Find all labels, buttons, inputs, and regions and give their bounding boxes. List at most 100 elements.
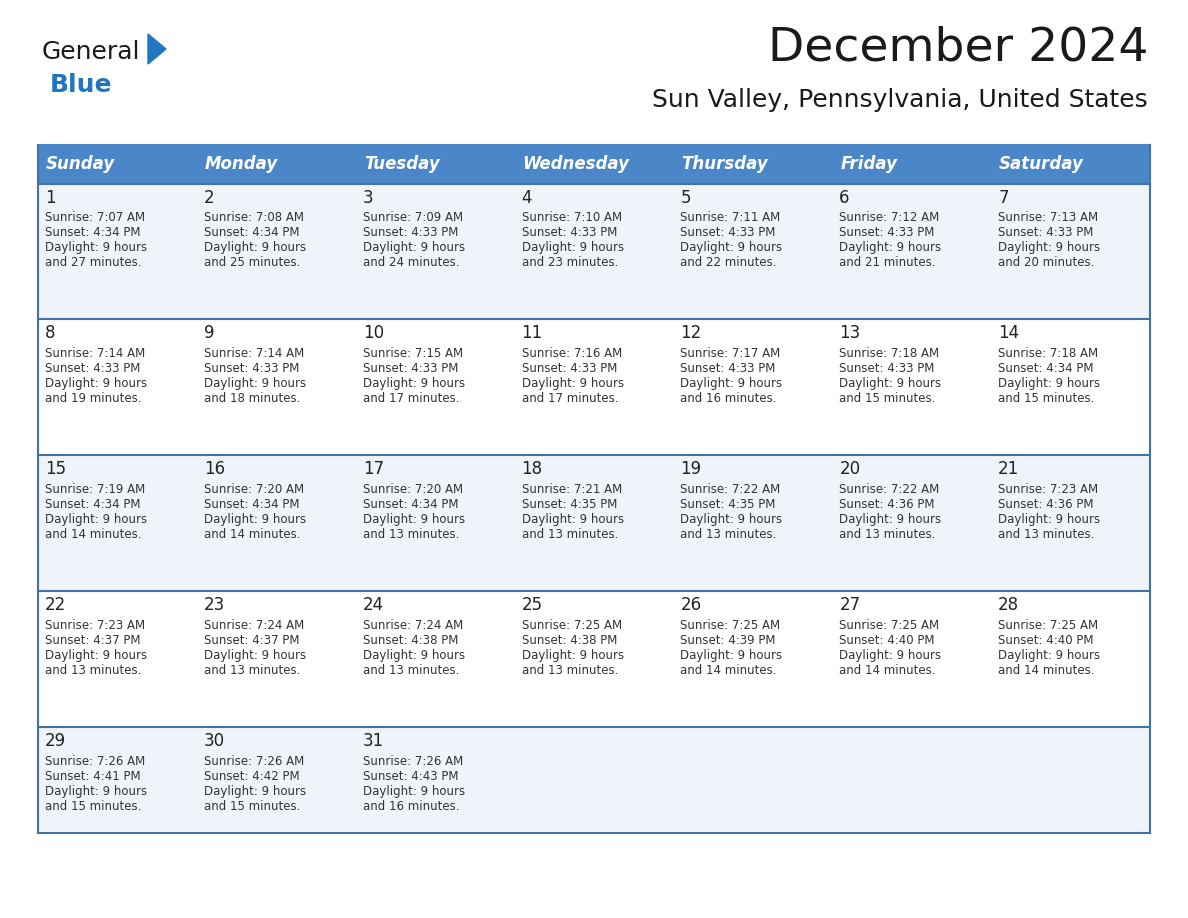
- Text: Sunset: 4:33 PM: Sunset: 4:33 PM: [522, 362, 617, 375]
- Text: Sunset: 4:35 PM: Sunset: 4:35 PM: [522, 498, 617, 510]
- Text: and 15 minutes.: and 15 minutes.: [204, 800, 301, 812]
- Text: 10: 10: [362, 324, 384, 342]
- Text: Sunrise: 7:25 AM: Sunrise: 7:25 AM: [998, 619, 1098, 632]
- Text: Daylight: 9 hours: Daylight: 9 hours: [839, 649, 941, 662]
- Text: Sun Valley, Pennsylvania, United States: Sun Valley, Pennsylvania, United States: [652, 88, 1148, 112]
- Text: and 14 minutes.: and 14 minutes.: [204, 528, 301, 541]
- Text: and 14 minutes.: and 14 minutes.: [681, 664, 777, 677]
- Text: Daylight: 9 hours: Daylight: 9 hours: [204, 785, 307, 798]
- Text: Sunset: 4:42 PM: Sunset: 4:42 PM: [204, 769, 299, 782]
- Text: and 25 minutes.: and 25 minutes.: [204, 256, 301, 269]
- Text: Sunset: 4:38 PM: Sunset: 4:38 PM: [362, 633, 459, 646]
- Text: December 2024: December 2024: [767, 26, 1148, 71]
- Text: Wednesday: Wednesday: [523, 155, 630, 174]
- Text: Sunset: 4:39 PM: Sunset: 4:39 PM: [681, 633, 776, 646]
- Text: Sunrise: 7:17 AM: Sunrise: 7:17 AM: [681, 347, 781, 360]
- Text: Daylight: 9 hours: Daylight: 9 hours: [522, 513, 624, 526]
- Text: Sunset: 4:35 PM: Sunset: 4:35 PM: [681, 498, 776, 510]
- Text: Sunrise: 7:25 AM: Sunrise: 7:25 AM: [681, 619, 781, 632]
- Text: Daylight: 9 hours: Daylight: 9 hours: [362, 785, 465, 798]
- Text: Daylight: 9 hours: Daylight: 9 hours: [522, 649, 624, 662]
- Text: 7: 7: [998, 188, 1009, 207]
- Text: Sunrise: 7:07 AM: Sunrise: 7:07 AM: [45, 211, 145, 224]
- Text: 15: 15: [45, 460, 67, 478]
- Text: Tuesday: Tuesday: [364, 155, 440, 174]
- Text: 16: 16: [204, 460, 225, 478]
- Text: Sunset: 4:40 PM: Sunset: 4:40 PM: [839, 633, 935, 646]
- Polygon shape: [148, 34, 166, 64]
- Text: 21: 21: [998, 460, 1019, 478]
- Text: 28: 28: [998, 596, 1019, 614]
- Bar: [38, 184, 1150, 319]
- Text: Sunrise: 7:22 AM: Sunrise: 7:22 AM: [839, 483, 940, 496]
- Text: and 23 minutes.: and 23 minutes.: [522, 256, 618, 269]
- Text: Daylight: 9 hours: Daylight: 9 hours: [681, 241, 783, 254]
- Text: General: General: [42, 40, 140, 64]
- Text: and 15 minutes.: and 15 minutes.: [839, 392, 936, 405]
- Bar: [38, 319, 1150, 455]
- Text: and 13 minutes.: and 13 minutes.: [839, 528, 936, 541]
- Text: 14: 14: [998, 324, 1019, 342]
- Text: Daylight: 9 hours: Daylight: 9 hours: [45, 513, 147, 526]
- Text: Blue: Blue: [50, 73, 113, 97]
- Text: Sunrise: 7:09 AM: Sunrise: 7:09 AM: [362, 211, 463, 224]
- Text: and 13 minutes.: and 13 minutes.: [45, 664, 141, 677]
- Text: Daylight: 9 hours: Daylight: 9 hours: [839, 241, 941, 254]
- Text: Daylight: 9 hours: Daylight: 9 hours: [839, 513, 941, 526]
- Text: and 14 minutes.: and 14 minutes.: [998, 664, 1094, 677]
- Text: 23: 23: [204, 596, 225, 614]
- Text: Daylight: 9 hours: Daylight: 9 hours: [45, 377, 147, 390]
- Text: 20: 20: [839, 460, 860, 478]
- Text: Sunset: 4:34 PM: Sunset: 4:34 PM: [998, 362, 1094, 375]
- Text: Sunset: 4:41 PM: Sunset: 4:41 PM: [45, 769, 140, 782]
- Text: Daylight: 9 hours: Daylight: 9 hours: [522, 241, 624, 254]
- Text: 6: 6: [839, 188, 849, 207]
- Text: Sunset: 4:33 PM: Sunset: 4:33 PM: [362, 226, 459, 239]
- Text: Sunrise: 7:25 AM: Sunrise: 7:25 AM: [839, 619, 940, 632]
- Text: Daylight: 9 hours: Daylight: 9 hours: [839, 377, 941, 390]
- Text: Sunrise: 7:08 AM: Sunrise: 7:08 AM: [204, 211, 304, 224]
- Text: Daylight: 9 hours: Daylight: 9 hours: [998, 513, 1100, 526]
- Text: 3: 3: [362, 188, 373, 207]
- Text: Sunset: 4:33 PM: Sunset: 4:33 PM: [998, 226, 1093, 239]
- Text: 24: 24: [362, 596, 384, 614]
- Text: 19: 19: [681, 460, 702, 478]
- Text: and 13 minutes.: and 13 minutes.: [362, 528, 459, 541]
- Text: 9: 9: [204, 324, 214, 342]
- Text: Sunrise: 7:13 AM: Sunrise: 7:13 AM: [998, 211, 1098, 224]
- Text: Sunrise: 7:25 AM: Sunrise: 7:25 AM: [522, 619, 621, 632]
- Text: 22: 22: [45, 596, 67, 614]
- Text: Sunrise: 7:14 AM: Sunrise: 7:14 AM: [204, 347, 304, 360]
- Text: and 20 minutes.: and 20 minutes.: [998, 256, 1094, 269]
- Text: and 22 minutes.: and 22 minutes.: [681, 256, 777, 269]
- Text: Sunrise: 7:19 AM: Sunrise: 7:19 AM: [45, 483, 145, 496]
- Text: Sunrise: 7:20 AM: Sunrise: 7:20 AM: [204, 483, 304, 496]
- Text: and 24 minutes.: and 24 minutes.: [362, 256, 460, 269]
- Text: 27: 27: [839, 596, 860, 614]
- Bar: [38, 455, 1150, 591]
- Text: Daylight: 9 hours: Daylight: 9 hours: [998, 241, 1100, 254]
- Text: Sunrise: 7:14 AM: Sunrise: 7:14 AM: [45, 347, 145, 360]
- Text: Sunset: 4:33 PM: Sunset: 4:33 PM: [45, 362, 140, 375]
- Text: Sunrise: 7:24 AM: Sunrise: 7:24 AM: [362, 619, 463, 632]
- Text: Sunrise: 7:26 AM: Sunrise: 7:26 AM: [362, 755, 463, 767]
- Text: Sunset: 4:34 PM: Sunset: 4:34 PM: [204, 226, 299, 239]
- Text: Sunrise: 7:15 AM: Sunrise: 7:15 AM: [362, 347, 463, 360]
- Text: Sunrise: 7:23 AM: Sunrise: 7:23 AM: [998, 483, 1098, 496]
- Text: Sunset: 4:43 PM: Sunset: 4:43 PM: [362, 769, 459, 782]
- Text: Sunset: 4:33 PM: Sunset: 4:33 PM: [362, 362, 459, 375]
- Text: Thursday: Thursday: [682, 155, 769, 174]
- Text: Daylight: 9 hours: Daylight: 9 hours: [681, 649, 783, 662]
- Text: Sunrise: 7:26 AM: Sunrise: 7:26 AM: [45, 755, 145, 767]
- Text: Sunset: 4:37 PM: Sunset: 4:37 PM: [45, 633, 140, 646]
- Text: Sunset: 4:33 PM: Sunset: 4:33 PM: [839, 226, 935, 239]
- Text: 30: 30: [204, 732, 225, 750]
- Text: Daylight: 9 hours: Daylight: 9 hours: [362, 649, 465, 662]
- Text: Sunset: 4:36 PM: Sunset: 4:36 PM: [998, 498, 1094, 510]
- Text: and 13 minutes.: and 13 minutes.: [362, 664, 459, 677]
- Text: Friday: Friday: [840, 155, 897, 174]
- Text: Sunset: 4:38 PM: Sunset: 4:38 PM: [522, 633, 617, 646]
- Text: Sunrise: 7:20 AM: Sunrise: 7:20 AM: [362, 483, 463, 496]
- Text: Sunrise: 7:10 AM: Sunrise: 7:10 AM: [522, 211, 621, 224]
- Text: Daylight: 9 hours: Daylight: 9 hours: [204, 241, 307, 254]
